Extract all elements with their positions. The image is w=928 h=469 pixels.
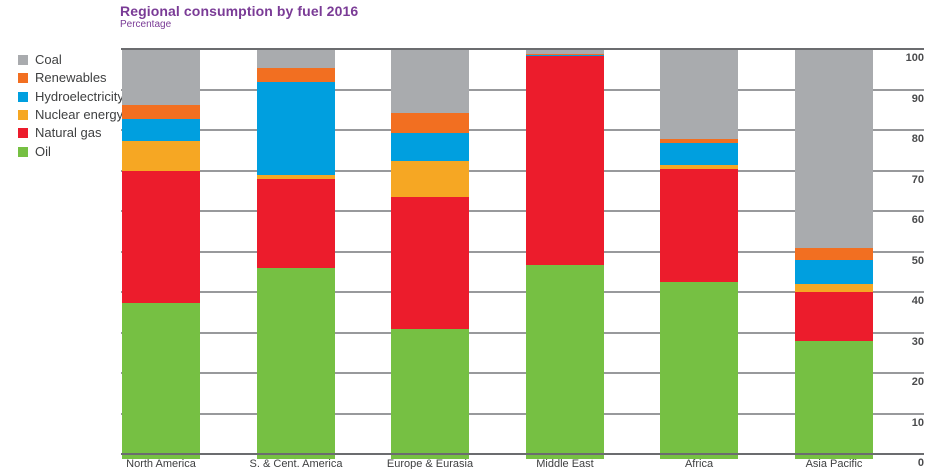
- segment-natural-gas: [122, 171, 200, 303]
- segment-oil: [795, 341, 873, 459]
- segment-coal: [391, 50, 469, 113]
- y-axis-label-90: 90: [911, 93, 924, 105]
- segment-oil: [526, 265, 604, 459]
- segment-nuclear-energy: [391, 161, 469, 197]
- segment-hydroelectricity: [795, 260, 873, 284]
- gridline-40: [121, 291, 924, 293]
- legend-label-oil: Oil: [35, 144, 51, 159]
- segment-coal: [122, 50, 200, 105]
- legend-item-natural-gas: Natural gas: [18, 125, 102, 140]
- legend-swatch-natural-gas: [18, 128, 28, 138]
- legend-swatch-coal: [18, 55, 28, 65]
- segment-nuclear-energy: [660, 165, 738, 169]
- bar-north-america: [122, 50, 200, 459]
- x-axis-label-north-america: North America: [126, 458, 196, 469]
- segment-nuclear-energy: [795, 284, 873, 292]
- legend-label-nuclear-energy: Nuclear energy: [35, 107, 124, 122]
- segment-oil: [391, 329, 469, 459]
- segment-renewables: [257, 68, 335, 82]
- gridline-70: [121, 170, 924, 172]
- bar-africa: [660, 50, 738, 459]
- segment-nuclear-energy: [257, 175, 335, 179]
- legend-label-natural-gas: Natural gas: [35, 125, 102, 140]
- y-axis-label-70: 70: [911, 174, 924, 186]
- bar-europe-eurasia: [391, 50, 469, 459]
- y-axis-label-100: 100: [905, 52, 924, 64]
- legend-item-nuclear-energy: Nuclear energy: [18, 107, 124, 122]
- segment-renewables: [795, 248, 873, 260]
- x-axis-label-europe-eurasia: Europe & Eurasia: [386, 458, 474, 469]
- y-axis-label-80: 80: [911, 133, 924, 145]
- legend-swatch-oil: [18, 147, 28, 157]
- x-axis-label-asia-pacific: Asia Pacific: [805, 458, 863, 469]
- y-axis-label-10: 10: [911, 417, 924, 429]
- gridline-0: [121, 453, 924, 455]
- legend-label-hydroelectricity: Hydroelectricity: [35, 89, 124, 104]
- segment-renewables: [391, 113, 469, 133]
- bar-asia-pacific: [795, 50, 873, 459]
- bar-middle-east: [526, 50, 604, 459]
- segment-hydroelectricity: [391, 133, 469, 161]
- legend-item-renewables: Renewables: [18, 70, 107, 85]
- legend-label-renewables: Renewables: [35, 70, 107, 85]
- segment-natural-gas: [526, 56, 604, 265]
- segment-hydroelectricity: [122, 119, 200, 141]
- y-axis-label-50: 50: [911, 255, 924, 267]
- segment-hydroelectricity: [526, 55, 604, 56]
- segment-oil: [660, 282, 738, 459]
- chart-subtitle: Percentage: [120, 19, 172, 30]
- y-axis-label-60: 60: [911, 214, 924, 226]
- legend-item-oil: Oil: [18, 144, 51, 159]
- segment-oil: [257, 268, 335, 459]
- segment-hydroelectricity: [660, 143, 738, 165]
- x-axis-label-middle-east: Middle East: [536, 458, 594, 469]
- x-axis-label-s-cent-america: S. & Cent. America: [249, 458, 343, 469]
- segment-renewables: [526, 54, 604, 55]
- segment-coal: [795, 50, 873, 248]
- gridline-80: [121, 129, 924, 131]
- y-axis-label-30: 30: [911, 336, 924, 348]
- gridline-50: [121, 251, 924, 253]
- legend-swatch-hydroelectricity: [18, 92, 28, 102]
- gridline-100: [121, 48, 924, 50]
- gridline-30: [121, 332, 924, 334]
- segment-coal: [526, 50, 604, 54]
- segment-natural-gas: [795, 292, 873, 341]
- segment-coal: [660, 50, 738, 139]
- y-axis-label-40: 40: [911, 295, 924, 307]
- gridline-60: [121, 210, 924, 212]
- segment-coal: [257, 50, 335, 68]
- segment-natural-gas: [660, 169, 738, 282]
- gridline-90: [121, 89, 924, 91]
- legend-item-hydroelectricity: Hydroelectricity: [18, 89, 124, 104]
- gridline-10: [121, 413, 924, 415]
- segment-renewables: [122, 105, 200, 119]
- legend-label-coal: Coal: [35, 52, 62, 67]
- chart-title: Regional consumption by fuel 2016: [120, 3, 359, 19]
- x-axis-label-africa: Africa: [684, 458, 714, 469]
- legend-item-coal: Coal: [18, 52, 62, 67]
- segment-natural-gas: [257, 179, 335, 268]
- segment-hydroelectricity: [257, 82, 335, 175]
- segment-renewables: [660, 139, 738, 143]
- segment-natural-gas: [391, 197, 469, 329]
- y-axis-label-0: 0: [917, 457, 924, 469]
- y-axis-label-20: 20: [911, 376, 924, 388]
- segment-oil: [122, 303, 200, 459]
- legend-swatch-renewables: [18, 73, 28, 83]
- segment-nuclear-energy: [122, 141, 200, 171]
- legend-swatch-nuclear-energy: [18, 110, 28, 120]
- gridline-20: [121, 372, 924, 374]
- bar-s-cent-america: [257, 50, 335, 459]
